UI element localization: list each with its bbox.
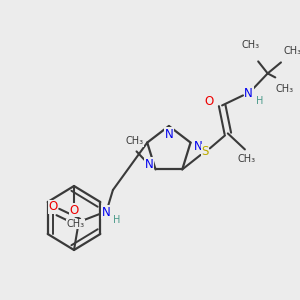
Text: N: N (145, 158, 153, 171)
Text: CH₃: CH₃ (238, 154, 256, 164)
Text: S: S (201, 145, 209, 158)
Text: N: N (164, 128, 173, 140)
Text: H: H (256, 96, 264, 106)
Text: CH₃: CH₃ (67, 219, 85, 229)
Text: N: N (194, 140, 203, 153)
Text: CH₃: CH₃ (242, 40, 260, 50)
Text: H: H (113, 215, 120, 225)
Text: CH₃: CH₃ (276, 84, 294, 94)
Text: CH₃: CH₃ (283, 46, 300, 56)
Text: N: N (244, 87, 253, 100)
Text: O: O (204, 95, 214, 108)
Text: CH₃: CH₃ (126, 136, 144, 146)
Text: O: O (69, 203, 79, 217)
Text: N: N (102, 206, 111, 218)
Text: O: O (49, 200, 58, 214)
